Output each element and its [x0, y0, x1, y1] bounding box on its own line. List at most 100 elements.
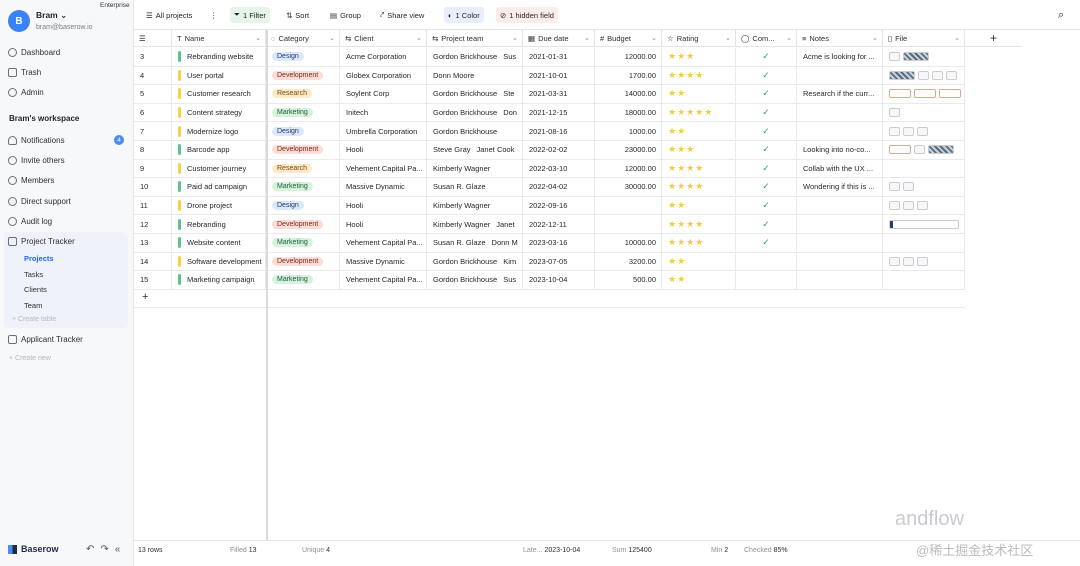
- budget-cell[interactable]: [595, 196, 662, 215]
- row-id-cell[interactable]: 12: [134, 215, 172, 233]
- project-team-cell[interactable]: Kimberly Wagner Janet: [427, 215, 523, 233]
- project-team-cell[interactable]: Susan R. Glaze: [427, 178, 523, 196]
- project-team-cell[interactable]: Gordon Brickhouse Don: [427, 103, 523, 122]
- star-icon[interactable]: ★: [677, 144, 686, 155]
- star-icon[interactable]: ★: [668, 88, 677, 99]
- column-header-client[interactable]: ⇆ Client ⌄: [340, 30, 427, 47]
- notes-cell[interactable]: [797, 103, 883, 122]
- row-id-cell[interactable]: 8: [134, 141, 172, 159]
- sort-button[interactable]: ⇅ Sort: [286, 10, 310, 20]
- star-icon[interactable]: ★: [668, 51, 677, 62]
- file-thumbnail[interactable]: [889, 126, 900, 136]
- create-new-link[interactable]: + Create new: [9, 355, 51, 362]
- completed-cell[interactable]: ✓: [736, 66, 797, 85]
- completed-cell[interactable]: ✓: [736, 196, 797, 215]
- table-row[interactable]: 4 User portal Development Globex Corporatio…: [134, 66, 965, 86]
- rating-cell[interactable]: ★ ★ ★: [662, 141, 736, 159]
- file-cell[interactable]: [883, 85, 965, 103]
- due-date-cell[interactable]: 2023-10-04: [523, 271, 595, 289]
- star-icon[interactable]: ★: [677, 69, 686, 80]
- row-id-cell[interactable]: 13: [134, 234, 172, 252]
- star-icon[interactable]: ★: [686, 144, 695, 155]
- completed-cell[interactable]: ✓: [736, 122, 797, 140]
- color-button[interactable]: ◐ 1 Color: [444, 7, 484, 23]
- star-icon[interactable]: ★: [668, 274, 677, 285]
- budget-cell[interactable]: 12000.00: [595, 48, 662, 66]
- category-cell[interactable]: Research: [266, 159, 340, 178]
- add-field-button[interactable]: +: [965, 30, 1022, 47]
- chevron-down-icon[interactable]: ⌄: [512, 35, 518, 42]
- nav-members[interactable]: Members: [8, 173, 128, 187]
- star-icon[interactable]: ★: [677, 162, 686, 173]
- star-icon[interactable]: ★: [677, 237, 686, 248]
- star-icon[interactable]: ★: [677, 181, 686, 192]
- star-icon[interactable]: ★: [668, 237, 677, 248]
- row-id-cell[interactable]: 15: [134, 271, 172, 289]
- file-thumbnail[interactable]: [889, 219, 959, 229]
- file-thumbnail[interactable]: [903, 52, 929, 62]
- budget-cell[interactable]: 500.00: [595, 271, 662, 289]
- star-icon[interactable]: ★: [677, 255, 686, 266]
- search-button[interactable]: ⌕: [1054, 7, 1068, 23]
- table-row[interactable]: 7 Modernize logo Design Umbrella Corporatio…: [134, 122, 965, 141]
- star-icon[interactable]: ★: [677, 51, 686, 62]
- row-id-cell[interactable]: 7: [134, 122, 172, 140]
- nav-notifications[interactable]: Notifications 4: [8, 133, 128, 147]
- budget-cell[interactable]: 1700.00: [595, 66, 662, 85]
- undo-icon[interactable]: ↶: [86, 544, 101, 555]
- name-cell[interactable]: Customer research: [172, 85, 266, 103]
- star-icon[interactable]: ★: [695, 181, 704, 192]
- chevron-down-icon[interactable]: ⌄: [255, 35, 261, 42]
- due-date-cell[interactable]: 2023-03-16: [523, 234, 595, 252]
- category-cell[interactable]: Marketing: [266, 103, 340, 122]
- client-cell[interactable]: Massive Dynamic: [340, 178, 427, 196]
- rating-cell[interactable]: ★ ★ ★ ★: [662, 159, 736, 178]
- avatar[interactable]: B: [8, 10, 30, 32]
- table-row[interactable]: 12 Rebranding Development Hooli Kimberly Wag…: [134, 215, 965, 234]
- file-cell[interactable]: [883, 252, 965, 271]
- row-id-cell[interactable]: 4: [134, 66, 172, 85]
- project-team-cell[interactable]: Gordon Brickhouse Kim: [427, 252, 523, 271]
- client-cell[interactable]: Acme Corporation: [340, 48, 427, 66]
- name-cell[interactable]: Marketing campaign: [172, 271, 266, 289]
- project-team-cell[interactable]: Susan R. Glaze Donn M: [427, 234, 523, 252]
- file-cell[interactable]: [883, 122, 965, 140]
- star-icon[interactable]: ★: [686, 107, 695, 118]
- database-project-tracker[interactable]: Project Tracker: [8, 234, 128, 248]
- name-cell[interactable]: Software development: [172, 252, 266, 271]
- star-icon[interactable]: ★: [704, 107, 713, 118]
- file-cell[interactable]: [883, 215, 965, 233]
- star-icon[interactable]: ★: [677, 274, 686, 285]
- file-cell[interactable]: [883, 178, 965, 196]
- star-icon[interactable]: ★: [668, 125, 677, 136]
- client-cell[interactable]: Globex Corporation: [340, 66, 427, 85]
- footer-min[interactable]: Min 2: [711, 547, 729, 554]
- chevron-down-icon[interactable]: ⌄: [872, 35, 878, 42]
- database-applicant-tracker[interactable]: Applicant Tracker: [8, 332, 128, 346]
- rating-cell[interactable]: ★ ★: [662, 85, 736, 103]
- table-row[interactable]: 3 Rebranding website Design Acme Corporatio…: [134, 48, 965, 67]
- budget-cell[interactable]: 1000.00: [595, 122, 662, 140]
- user-name[interactable]: Bram ⌄: [36, 10, 68, 20]
- due-date-cell[interactable]: 2021-08-16: [523, 122, 595, 140]
- notes-cell[interactable]: [797, 122, 883, 140]
- column-header-due-date[interactable]: ▦ Due date ⌄: [523, 30, 595, 47]
- nav-admin[interactable]: Admin: [8, 85, 128, 99]
- footer-latest[interactable]: Late... 2023-10-04: [523, 547, 581, 554]
- hidden-fields-button[interactable]: ⊘ 1 hidden field: [496, 7, 558, 23]
- chevron-down-icon[interactable]: ⌄: [416, 35, 422, 42]
- nav-audit-log[interactable]: Audit log: [8, 214, 128, 228]
- row-id-cell[interactable]: 14: [134, 252, 172, 271]
- column-header-name[interactable]: T Name ⌄: [172, 30, 266, 47]
- file-cell[interactable]: [883, 66, 965, 85]
- nav-invite-others[interactable]: Invite others: [8, 153, 128, 167]
- star-icon[interactable]: ★: [695, 237, 704, 248]
- name-cell[interactable]: Rebranding website: [172, 48, 266, 66]
- due-date-cell[interactable]: 2021-01-31: [523, 48, 595, 66]
- category-cell[interactable]: Marketing: [266, 271, 340, 289]
- notes-cell[interactable]: Wondering if this is ...: [797, 178, 883, 196]
- table-row[interactable]: 9 Customer journey Research Vehement Capita…: [134, 159, 965, 179]
- due-date-cell[interactable]: 2023-07-05: [523, 252, 595, 271]
- rating-cell[interactable]: ★ ★: [662, 271, 736, 289]
- file-thumbnail[interactable]: [918, 70, 929, 80]
